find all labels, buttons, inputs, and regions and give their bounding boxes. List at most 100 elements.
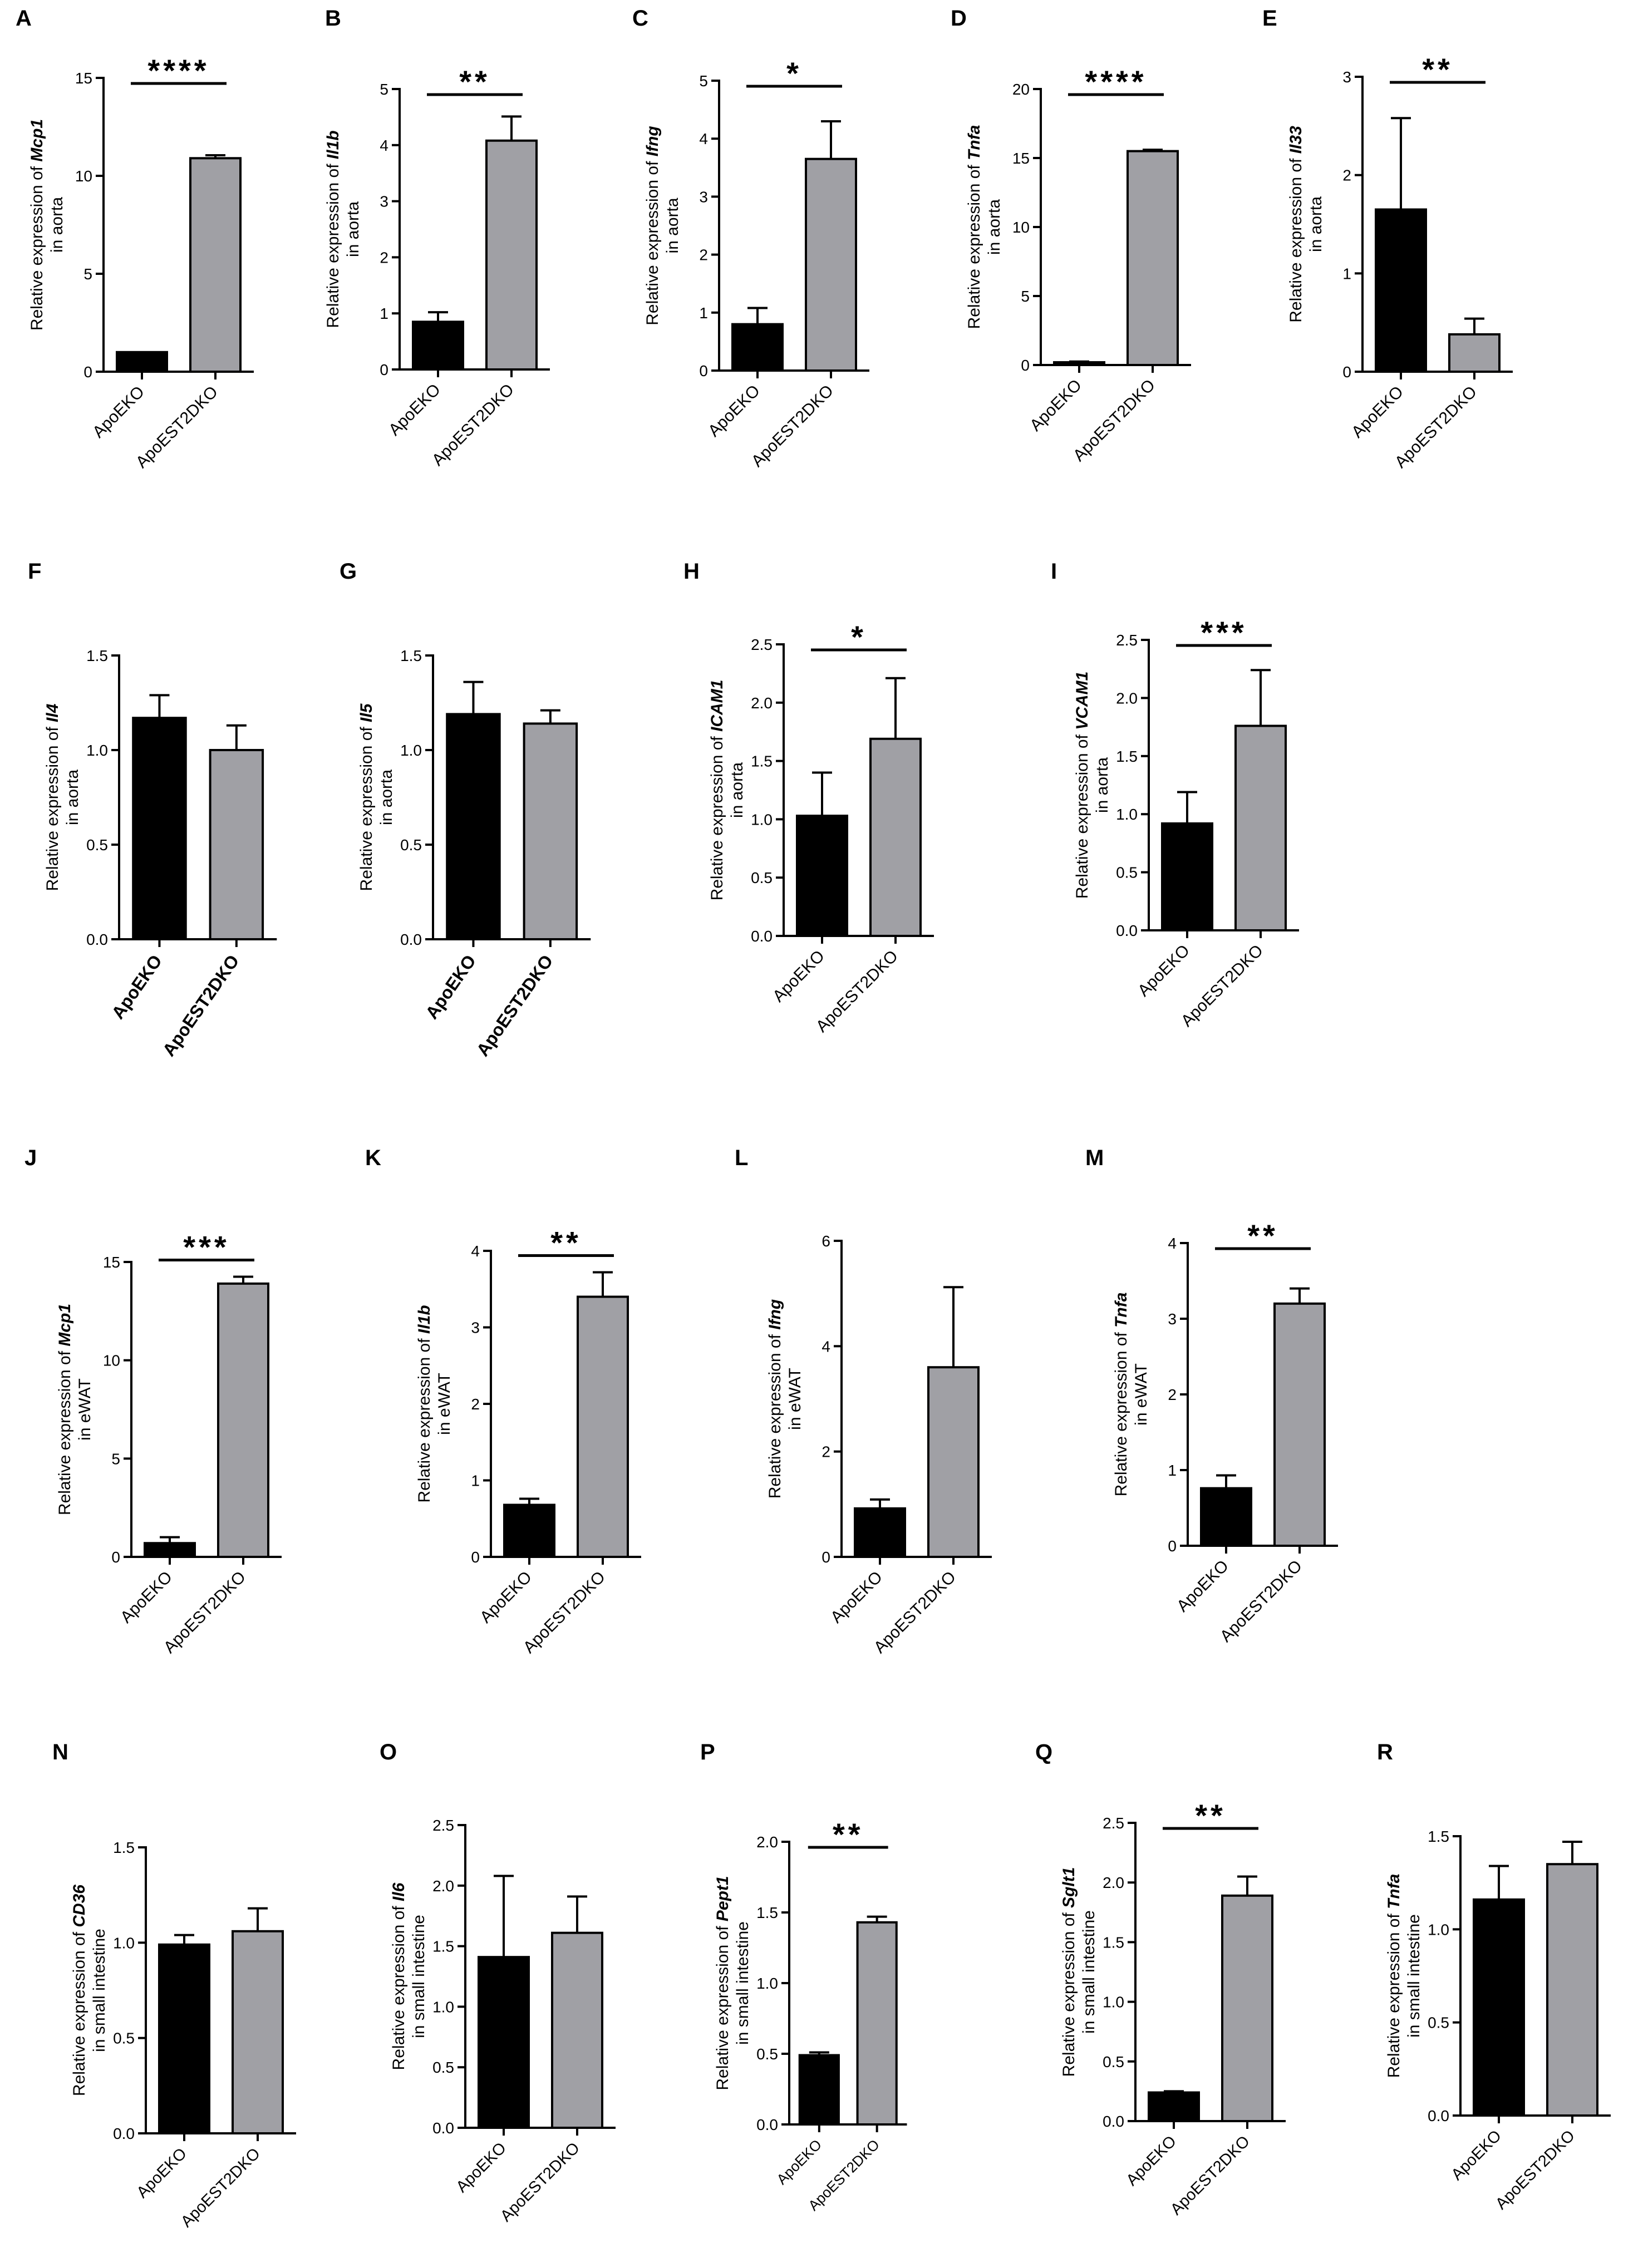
y-tick-label: 0.0 <box>751 928 773 945</box>
y-tick-label: 0.5 <box>400 836 422 854</box>
bar-apoeko <box>158 1943 210 2134</box>
y-tick-label: 2 <box>1168 1386 1177 1403</box>
y-tick-label: 1.0 <box>1116 806 1138 823</box>
y-tick-label: 3 <box>699 188 708 205</box>
y-axis-label: Relative expression of Il1bin aorta <box>324 130 362 328</box>
x-category-label: ApoEKO <box>1123 2132 1180 2189</box>
y-tick-label: 0.5 <box>432 2059 454 2076</box>
bar-apoeko <box>1200 1487 1252 1547</box>
significance-stars: ** <box>1422 52 1453 87</box>
panel-letter: D <box>951 6 967 31</box>
y-axis-label: Relative expression of Il4in aorta <box>43 703 82 891</box>
y-tick-label: 1.0 <box>1428 1921 1449 1938</box>
y-tick-label: 1 <box>1168 1462 1177 1479</box>
bar-apoest2dko <box>189 157 242 373</box>
y-tick-label: 2.5 <box>1103 1815 1124 1832</box>
y-tick-label: 0.5 <box>751 869 773 886</box>
bar-apoest2dko <box>1234 724 1287 931</box>
significance-stars: **** <box>1085 64 1147 99</box>
bar-apoest2dko <box>485 139 538 371</box>
bar-apoest2dko <box>217 1282 269 1559</box>
y-tick-label: 1 <box>699 304 708 322</box>
y-tick-label: 4 <box>699 130 708 147</box>
bar-apoeko <box>446 713 501 941</box>
panel-p: P0.00.51.01.52.0ApoEKOApoEST2DKO**Relati… <box>700 1740 907 2214</box>
y-tick-label: 20 <box>1012 81 1030 98</box>
panel-letter: C <box>632 6 648 31</box>
y-tick-label: 0.5 <box>1103 2053 1124 2070</box>
y-tick-label: 2 <box>822 1443 830 1461</box>
bar-apoest2dko <box>209 749 264 940</box>
x-category-label: ApoEKO <box>89 383 148 442</box>
bar-apoest2dko <box>551 1931 603 2129</box>
x-category-label: ApoEKO <box>827 1568 886 1627</box>
y-tick-label: 1.5 <box>113 1839 135 1856</box>
y-axis-label: Relative expression of Tnfain small inte… <box>1385 1874 1423 2078</box>
x-category-label: ApoEKO <box>385 381 444 440</box>
y-tick-label: 0 <box>111 1549 120 1566</box>
y-tick-label: 0.0 <box>1116 922 1138 939</box>
bar-apoest2dko <box>1127 150 1179 366</box>
y-tick-label: 4 <box>471 1243 480 1260</box>
y-axis-label: Relative expression of Pept1in small int… <box>714 1876 752 2090</box>
bar-apoeko <box>412 321 464 371</box>
x-category-label: ApoEST2DKO <box>473 951 557 1059</box>
y-tick-label: 0.5 <box>1428 2014 1449 2032</box>
y-tick-label: 3 <box>1342 68 1351 86</box>
significance-stars: ** <box>1247 1218 1278 1253</box>
bar-apoest2dko <box>1448 333 1501 373</box>
panel-letter: N <box>52 1740 68 1764</box>
bar-apoeko <box>798 2054 840 2126</box>
y-axis-label: Relative expression of Sglt1in small int… <box>1060 1867 1098 2077</box>
bar-apoest2dko <box>856 1921 898 2126</box>
panel-letter: Q <box>1035 1740 1052 1764</box>
y-tick-label: 6 <box>822 1232 830 1250</box>
x-category-label: ApoEST2DKO <box>1492 2127 1578 2213</box>
bar-apoest2dko <box>1221 1894 1273 2122</box>
y-tick-label: 2.0 <box>1103 1874 1124 1891</box>
y-tick-label: 4 <box>380 137 388 154</box>
panel-letter: F <box>28 559 41 584</box>
x-category-label: ApoEKO <box>421 951 480 1022</box>
y-tick-label: 1.0 <box>432 1998 454 2015</box>
bar-apoeko <box>116 351 168 373</box>
y-tick-label: 15 <box>1012 150 1030 167</box>
x-category-label: ApoEKO <box>1173 1557 1232 1616</box>
y-tick-label: 1.0 <box>751 811 773 828</box>
x-category-label: ApoEKO <box>476 1568 535 1627</box>
y-axis-label: Relative expression of Il1bin eWAT <box>415 1305 454 1502</box>
significance-stars: * <box>851 619 867 654</box>
panel-letter: M <box>1085 1146 1104 1170</box>
bar-apoest2dko <box>869 737 922 937</box>
significance-stars: **** <box>147 53 209 88</box>
bar-apoeko <box>854 1507 906 1559</box>
y-tick-label: 2.5 <box>751 636 773 653</box>
panel-letter: H <box>683 559 700 584</box>
significance-stars: *** <box>183 1230 229 1265</box>
bar-apoest2dko <box>927 1366 980 1558</box>
y-tick-label: 0.0 <box>400 931 422 948</box>
y-tick-label: 10 <box>1012 219 1030 236</box>
y-tick-label: 3 <box>1168 1310 1177 1328</box>
bar-apoeko <box>1375 208 1427 373</box>
y-tick-label: 1.5 <box>432 1938 454 1955</box>
y-tick-label: 2 <box>699 246 708 264</box>
panel-letter: K <box>365 1146 381 1170</box>
y-tick-label: 0.5 <box>86 836 108 854</box>
y-tick-label: 1.0 <box>113 1934 135 1951</box>
panel-letter: G <box>340 559 357 584</box>
y-axis-label: Relative expression of Ifngin eWAT <box>766 1299 804 1498</box>
y-tick-label: 3 <box>380 193 388 210</box>
x-category-label: ApoEST2DKO <box>178 2144 264 2231</box>
x-category-label: ApoEKO <box>107 951 166 1022</box>
y-tick-label: 0 <box>1021 357 1030 374</box>
